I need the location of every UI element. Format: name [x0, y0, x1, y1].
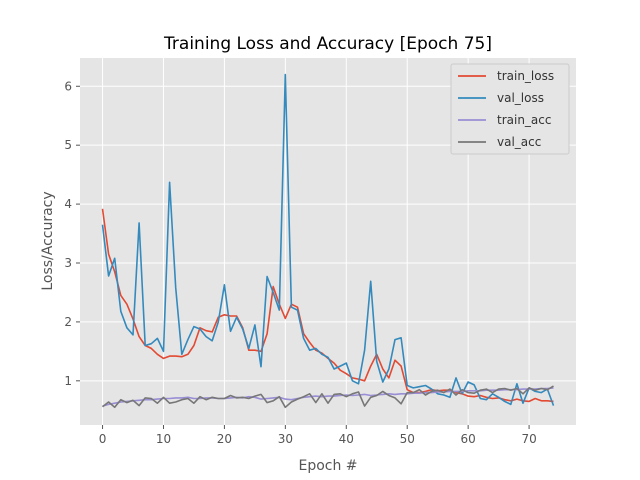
series-line-val-loss — [101, 73, 555, 406]
y-tick-label: 1 — [64, 374, 72, 388]
y-tick-label: 4 — [64, 197, 72, 211]
legend-label-train-loss: train_loss — [497, 69, 554, 83]
x-tick-label: 30 — [278, 432, 293, 446]
x-tick-label: 40 — [339, 432, 354, 446]
x-tick-label: 60 — [461, 432, 476, 446]
legend: train_loss val_loss train_acc val_acc — [450, 63, 570, 155]
x-tick-label: 20 — [217, 432, 232, 446]
legend-box — [450, 63, 570, 155]
x-tick-label: 50 — [400, 432, 415, 446]
x-tick-label: 0 — [99, 432, 107, 446]
series-line-val-acc — [102, 385, 554, 409]
legend-label-train-acc: train_acc — [497, 113, 551, 127]
legend-label-val-loss: val_loss — [497, 91, 544, 105]
x-axis-label: Epoch # — [298, 458, 357, 474]
y-tick-label: 6 — [64, 79, 72, 93]
y-tick-label: 2 — [64, 315, 72, 329]
legend-label-val-acc: val_acc — [497, 135, 541, 149]
x-tick-label: 10 — [156, 432, 171, 446]
x-tick-label: 70 — [521, 432, 536, 446]
grid — [80, 58, 576, 425]
ticks: 0 10 20 30 40 50 60 70 1 2 3 4 5 6 — [64, 79, 536, 446]
y-tick-label: 3 — [64, 256, 72, 270]
chart-title: Training Loss and Accuracy [Epoch 75] — [163, 34, 492, 54]
series-layer — [101, 73, 555, 409]
y-axis-label: Loss/Accuracy — [40, 191, 56, 290]
y-tick-label: 5 — [64, 138, 72, 152]
